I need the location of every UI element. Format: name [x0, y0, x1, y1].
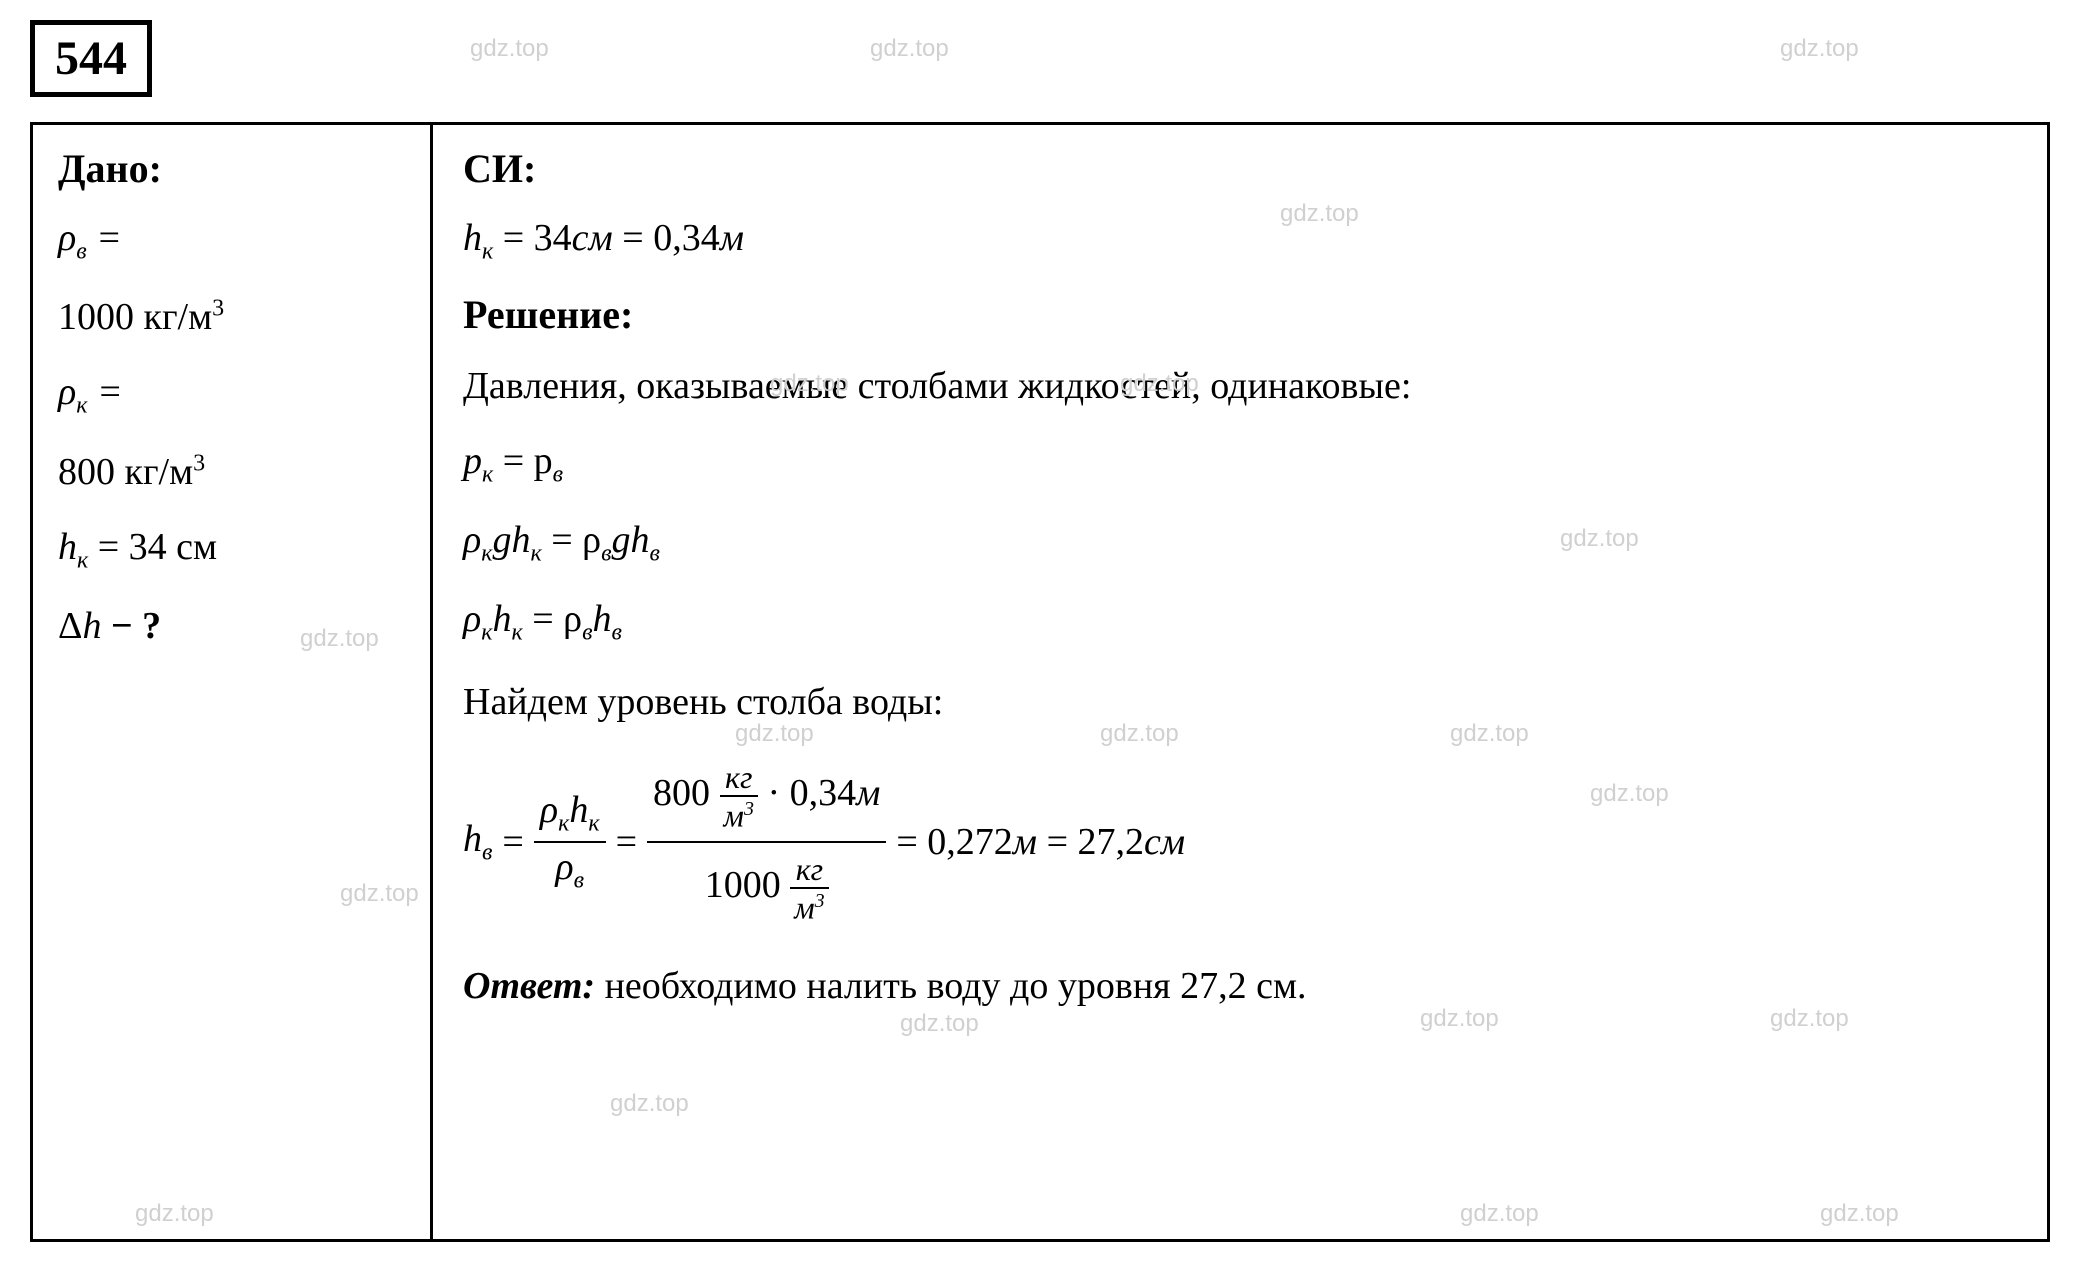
solution-text2: Найдем уровень столба воды:: [463, 674, 2017, 731]
fraction-symbolic: ρкhк ρв: [534, 790, 606, 894]
solution-container: Дано: ρв = 1000 кг/м3 ρк = 800 кг/м3 hк …: [30, 122, 2050, 1242]
equation-rho-h: ρкhк = ρвhв: [463, 595, 2017, 649]
answer-line: Ответ: необходимо налить воду до уровня …: [463, 964, 2017, 1008]
rho-kerosene-value: 800 кг/м3: [58, 446, 405, 499]
solution-header: Решение:: [463, 291, 2017, 338]
solution-column: СИ: hк = 34см = 0,34м Решение: Давления,…: [433, 125, 2047, 1239]
problem-number: 544: [55, 32, 127, 85]
si-header: СИ:: [463, 145, 2017, 192]
equation-rho-gh: ρкghк = ρвghв: [463, 516, 2017, 570]
si-conversion: hк = 34см = 0,34м: [463, 212, 2017, 269]
given-header: Дано:: [58, 145, 405, 192]
watermark: gdz.top: [1780, 35, 1859, 63]
equals-1: =: [502, 820, 523, 864]
delta-h-question: Δh − ?: [58, 600, 405, 653]
rho-water-var: ρв =: [58, 212, 405, 269]
equation-p: pк = pв: [463, 437, 2017, 491]
given-column: Дано: ρв = 1000 кг/м3 ρк = 800 кг/м3 hк …: [33, 125, 433, 1239]
equals-2: =: [616, 820, 637, 864]
problem-number-box: 544: [30, 20, 152, 97]
answer-label: Ответ:: [463, 965, 595, 1007]
fraction-numeric: 800 кг м3 · 0,34м 1000 кг м3: [647, 761, 886, 924]
rho-water-value: 1000 кг/м3: [58, 291, 405, 344]
lhs-var: hв: [463, 817, 492, 867]
result-value: = 0,272м = 27,2см: [896, 820, 1185, 864]
answer-text: необходимо налить воду до уровня 27,2 см…: [595, 965, 1306, 1007]
watermark: gdz.top: [470, 35, 549, 63]
watermark: gdz.top: [870, 35, 949, 63]
h-k-given: hк = 34 см: [58, 521, 405, 578]
final-equation: hв = ρкhк ρв = 800 кг м3 · 0,34: [463, 761, 2017, 924]
solution-text1: Давления, оказываемые столбами жидкостей…: [463, 358, 2017, 415]
rho-kerosene-var: ρк =: [58, 366, 405, 423]
